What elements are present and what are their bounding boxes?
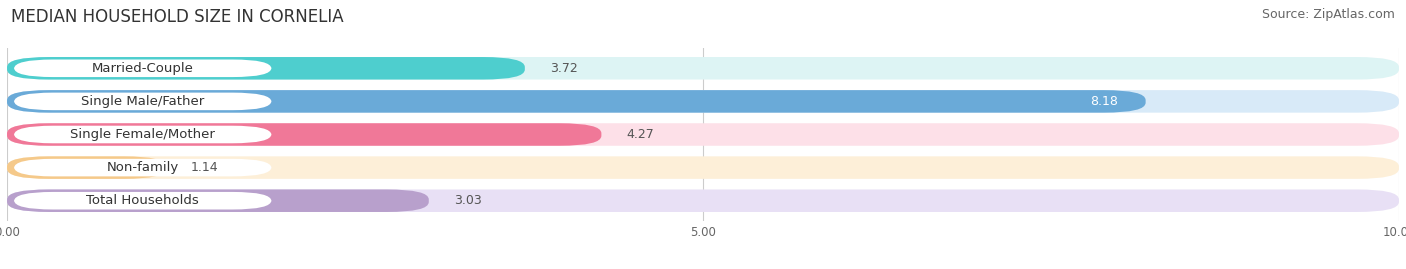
Text: Single Female/Mother: Single Female/Mother	[70, 128, 215, 141]
Text: Non-family: Non-family	[107, 161, 179, 174]
Text: Single Male/Father: Single Male/Father	[82, 95, 204, 108]
FancyBboxPatch shape	[7, 156, 166, 179]
FancyBboxPatch shape	[7, 90, 1399, 113]
FancyBboxPatch shape	[7, 57, 524, 80]
FancyBboxPatch shape	[7, 90, 1146, 113]
FancyBboxPatch shape	[14, 192, 271, 210]
FancyBboxPatch shape	[14, 59, 271, 77]
FancyBboxPatch shape	[7, 123, 602, 146]
FancyBboxPatch shape	[7, 189, 429, 212]
Text: Total Households: Total Households	[86, 194, 200, 207]
Text: 3.03: 3.03	[454, 194, 482, 207]
Text: 1.14: 1.14	[191, 161, 218, 174]
Text: 8.18: 8.18	[1090, 95, 1118, 108]
Text: 3.72: 3.72	[550, 62, 578, 75]
FancyBboxPatch shape	[7, 156, 1399, 179]
Text: Married-Couple: Married-Couple	[91, 62, 194, 75]
FancyBboxPatch shape	[14, 126, 271, 143]
FancyBboxPatch shape	[14, 159, 271, 176]
FancyBboxPatch shape	[7, 57, 1399, 80]
FancyBboxPatch shape	[7, 123, 1399, 146]
Text: Source: ZipAtlas.com: Source: ZipAtlas.com	[1261, 8, 1395, 21]
FancyBboxPatch shape	[7, 189, 1399, 212]
FancyBboxPatch shape	[14, 93, 271, 110]
Text: MEDIAN HOUSEHOLD SIZE IN CORNELIA: MEDIAN HOUSEHOLD SIZE IN CORNELIA	[11, 8, 344, 26]
Text: 4.27: 4.27	[627, 128, 654, 141]
